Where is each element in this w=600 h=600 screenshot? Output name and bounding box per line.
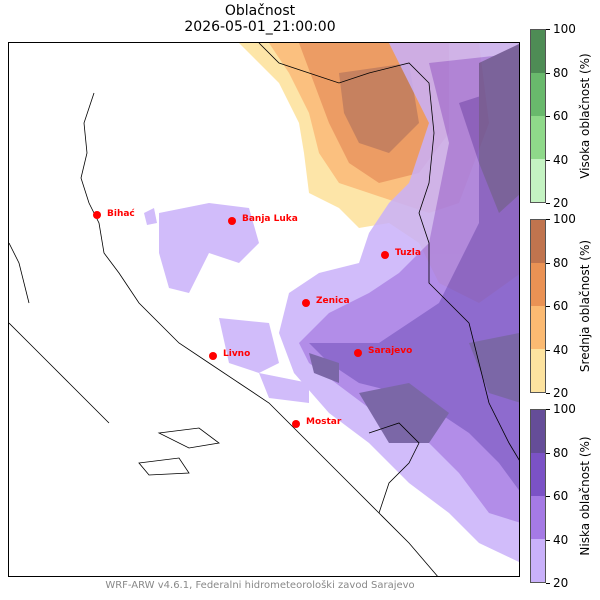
city-label-livno: Livno: [223, 349, 251, 359]
colorbar-tick: 60: [546, 110, 568, 122]
colorbar-tick: 20: [546, 387, 568, 399]
low-cloud-colorbar: [530, 409, 546, 583]
low-cloud-layer: [144, 43, 519, 563]
colorbar-segment: [531, 159, 545, 202]
map-title: Oblačnost: [224, 3, 296, 19]
colorbar-segment: [531, 30, 545, 73]
colorbar-segment: [531, 539, 545, 582]
map-datetime: 2026-05-01_21:00:00: [184, 19, 336, 35]
colorbar-segment: [531, 410, 545, 453]
colorbar-tick: 40: [546, 534, 568, 546]
colorbar-tick: 20: [546, 197, 568, 209]
colorbar-tick: 80: [546, 257, 568, 269]
colorbar-segment: [531, 116, 545, 159]
cloud-cover-map: Bihać Banja Luka Tuzla Zenica Livno Sara…: [8, 42, 520, 577]
colorbar-tick: 40: [546, 154, 568, 166]
city-marker: [292, 420, 300, 428]
colorbar-label: Srednja oblačnost (%): [578, 239, 592, 373]
colorbar-tick: 40: [546, 344, 568, 356]
colorbar-tick: 80: [546, 67, 568, 79]
city-marker: [228, 217, 236, 225]
footer-credit: WRF-ARW v4.6.1, Federalni hidrometeorolo…: [105, 580, 415, 591]
colorbar-tick: 100: [546, 23, 576, 35]
city-label-banja-luka: Banja Luka: [242, 214, 298, 224]
colorbar-tick: 80: [546, 447, 568, 459]
city-marker: [93, 211, 101, 219]
colorbar-segment: [531, 220, 545, 263]
colorbar-tick: 100: [546, 213, 576, 225]
city-marker: [381, 251, 389, 259]
map-layers: [9, 43, 519, 576]
city-marker: [354, 349, 362, 357]
colorbar-segment: [531, 306, 545, 349]
colorbar-tick: 60: [546, 490, 568, 502]
colorbar-tick: 20: [546, 577, 568, 589]
colorbar-segment: [531, 349, 545, 392]
city-label-sarajevo: Sarajevo: [368, 346, 413, 356]
colorbar-label: Niska oblačnost (%): [578, 436, 592, 556]
colorbar-tick: 100: [546, 403, 576, 415]
city-label-bihac: Bihać: [107, 209, 135, 219]
colorbar-segment: [531, 453, 545, 496]
medium-cloud-colorbar: [530, 219, 546, 393]
colorbar-segment: [531, 263, 545, 306]
city-label-mostar: Mostar: [306, 417, 342, 427]
colorbar-segment: [531, 73, 545, 116]
city-label-zenica: Zenica: [316, 296, 350, 306]
city-marker: [209, 352, 217, 360]
colorbar-label: Visoka oblačnost (%): [578, 53, 592, 179]
colorbar-tick: 60: [546, 300, 568, 312]
city-label-tuzla: Tuzla: [395, 248, 421, 258]
city-marker: [302, 299, 310, 307]
borders-coastline: [9, 43, 519, 576]
high-cloud-colorbar: [530, 29, 546, 203]
colorbar-segment: [531, 496, 545, 539]
